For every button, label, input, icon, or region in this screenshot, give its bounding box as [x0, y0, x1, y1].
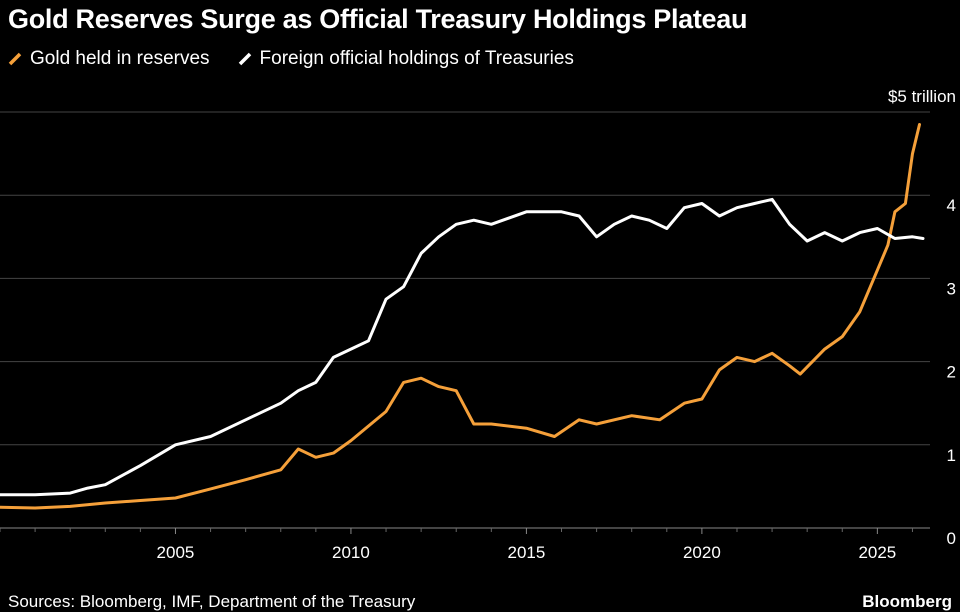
- x-tick-label-2010: 2010: [332, 543, 370, 562]
- brand-logo: Bloomberg: [862, 592, 952, 611]
- y-tick-label-1: 1: [947, 446, 956, 465]
- source-note: Sources: Bloomberg, IMF, Department of t…: [8, 592, 416, 611]
- x-tick-label-2015: 2015: [508, 543, 546, 562]
- legend-swatch-gold-icon: [8, 52, 22, 66]
- y-tick-label-3: 3: [947, 279, 956, 298]
- y-tick-label-0: 0: [947, 529, 956, 548]
- legend-item-treasuries: Foreign official holdings of Treasuries: [238, 48, 574, 70]
- legend-label-gold: Gold held in reserves: [30, 48, 210, 69]
- legend-swatch-treasuries-icon: [238, 52, 251, 66]
- y-tick-label-4: 4: [947, 196, 956, 215]
- x-tick-label-2005: 2005: [157, 543, 195, 562]
- y-tick-label-2: 2: [947, 363, 956, 382]
- legend-label-treasuries: Foreign official holdings of Treasuries: [259, 48, 574, 69]
- legend: Gold held in reserves Foreign official h…: [8, 48, 574, 70]
- chart-title: Gold Reserves Surge as Official Treasury…: [8, 4, 748, 34]
- x-tick-label-2020: 2020: [683, 543, 721, 562]
- legend-item-gold: Gold held in reserves: [8, 48, 210, 70]
- series-line-treasuries: [0, 197, 925, 497]
- x-tick-label-2025: 2025: [858, 543, 896, 562]
- series-line-gold: [0, 123, 921, 510]
- y-tick-label-5: $5 trillion: [888, 87, 956, 106]
